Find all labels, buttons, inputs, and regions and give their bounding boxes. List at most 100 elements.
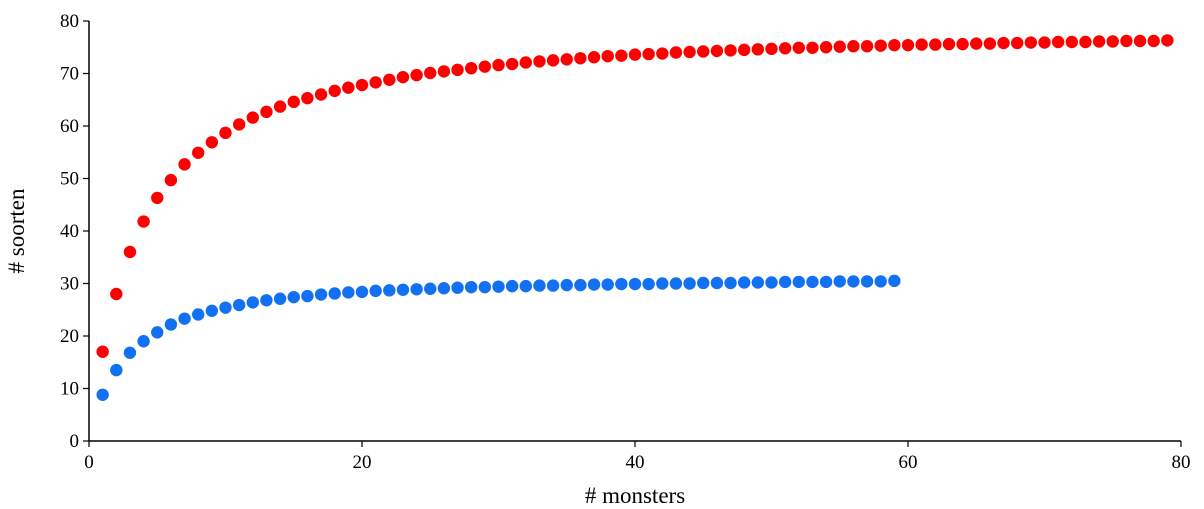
data-points: [96, 34, 1174, 401]
y-tick-label: 70: [60, 64, 79, 85]
data-point: [465, 62, 478, 75]
data-point: [997, 36, 1010, 50]
y-tick-label: 80: [60, 11, 79, 32]
data-point: [751, 43, 765, 56]
data-point: [301, 91, 314, 105]
data-point: [328, 84, 341, 98]
data-point: [342, 81, 355, 94]
data-point: [601, 278, 614, 291]
data-point: [505, 57, 519, 71]
y-axis-title: # soorten: [4, 188, 29, 273]
data-point: [123, 346, 137, 359]
data-point: [192, 308, 205, 321]
data-point: [424, 282, 437, 295]
x-tick-label: 0: [84, 452, 94, 473]
data-point: [492, 58, 505, 72]
data-point: [1133, 34, 1147, 48]
y-tick-label: 0: [70, 431, 80, 452]
data-point: [656, 47, 669, 60]
y-tick-label: 30: [60, 274, 79, 295]
data-point: [451, 281, 464, 294]
data-point: [806, 41, 819, 54]
x-axis-title: # monsters: [585, 483, 685, 508]
data-point: [574, 52, 587, 65]
data-point: [492, 280, 505, 293]
series-1: [96, 34, 1174, 358]
data-point: [178, 158, 191, 171]
data-point: [246, 296, 259, 309]
data-point: [642, 47, 655, 61]
data-point: [533, 279, 546, 292]
data-point: [1106, 35, 1119, 48]
data-point: [656, 277, 669, 290]
data-point: [301, 289, 314, 303]
x-tick-label: 80: [1172, 452, 1191, 473]
data-point: [355, 78, 369, 92]
y-tick-label: 20: [60, 326, 79, 347]
axes: [88, 21, 1181, 442]
data-point: [424, 66, 437, 80]
data-point: [1147, 34, 1160, 48]
data-point: [1038, 36, 1051, 49]
data-point: [219, 301, 232, 314]
x-tick-label: 20: [353, 452, 372, 473]
y-tick-label: 50: [60, 169, 79, 190]
data-point: [465, 280, 478, 294]
data-point: [560, 278, 573, 292]
data-point: [328, 287, 341, 300]
data-point: [205, 304, 219, 317]
data-point: [151, 191, 164, 205]
data-point: [123, 245, 137, 259]
data-point: [369, 76, 382, 89]
data-point: [151, 326, 164, 339]
y-tick-label: 40: [60, 221, 79, 242]
data-point: [724, 276, 737, 290]
data-point: [765, 42, 778, 56]
data-point: [410, 283, 423, 296]
data-point: [901, 38, 915, 52]
data-point: [819, 275, 833, 289]
data-point: [1011, 36, 1024, 50]
y-tick-label: 10: [60, 379, 79, 400]
data-point: [110, 363, 123, 377]
data-point: [110, 287, 123, 301]
data-point: [915, 38, 928, 51]
data-point: [1092, 35, 1106, 48]
data-point: [628, 48, 642, 61]
data-point: [192, 146, 205, 159]
data-point: [314, 288, 328, 301]
data-point: [314, 88, 328, 101]
series-2: [96, 274, 901, 401]
data-point: [546, 54, 560, 67]
data-point: [437, 65, 451, 78]
data-point: [246, 111, 259, 124]
data-point: [437, 282, 451, 295]
data-point: [929, 38, 942, 51]
data-point: [451, 63, 464, 77]
data-point: [342, 286, 355, 299]
data-point: [942, 37, 956, 51]
data-point: [96, 388, 109, 401]
data-point: [819, 41, 833, 54]
data-point: [833, 40, 846, 53]
data-point: [478, 60, 492, 73]
data-point: [792, 275, 805, 289]
data-point: [710, 44, 724, 58]
data-point: [533, 55, 546, 68]
data-point: [970, 37, 983, 50]
data-point: [478, 280, 492, 294]
data-point: [860, 40, 874, 53]
ticks: 0 10 20 30 40 50 60 70 80 0 20 40 60 80: [60, 11, 1191, 473]
x-tick-label: 40: [626, 452, 645, 473]
data-point: [260, 105, 273, 119]
x-tick-label: 60: [899, 452, 918, 473]
data-point: [1024, 36, 1038, 49]
data-point: [833, 275, 846, 288]
data-point: [1120, 34, 1133, 48]
data-point: [232, 298, 246, 312]
data-point: [642, 277, 655, 291]
data-point: [683, 45, 696, 59]
data-point: [1161, 34, 1174, 47]
data-point: [738, 276, 751, 289]
